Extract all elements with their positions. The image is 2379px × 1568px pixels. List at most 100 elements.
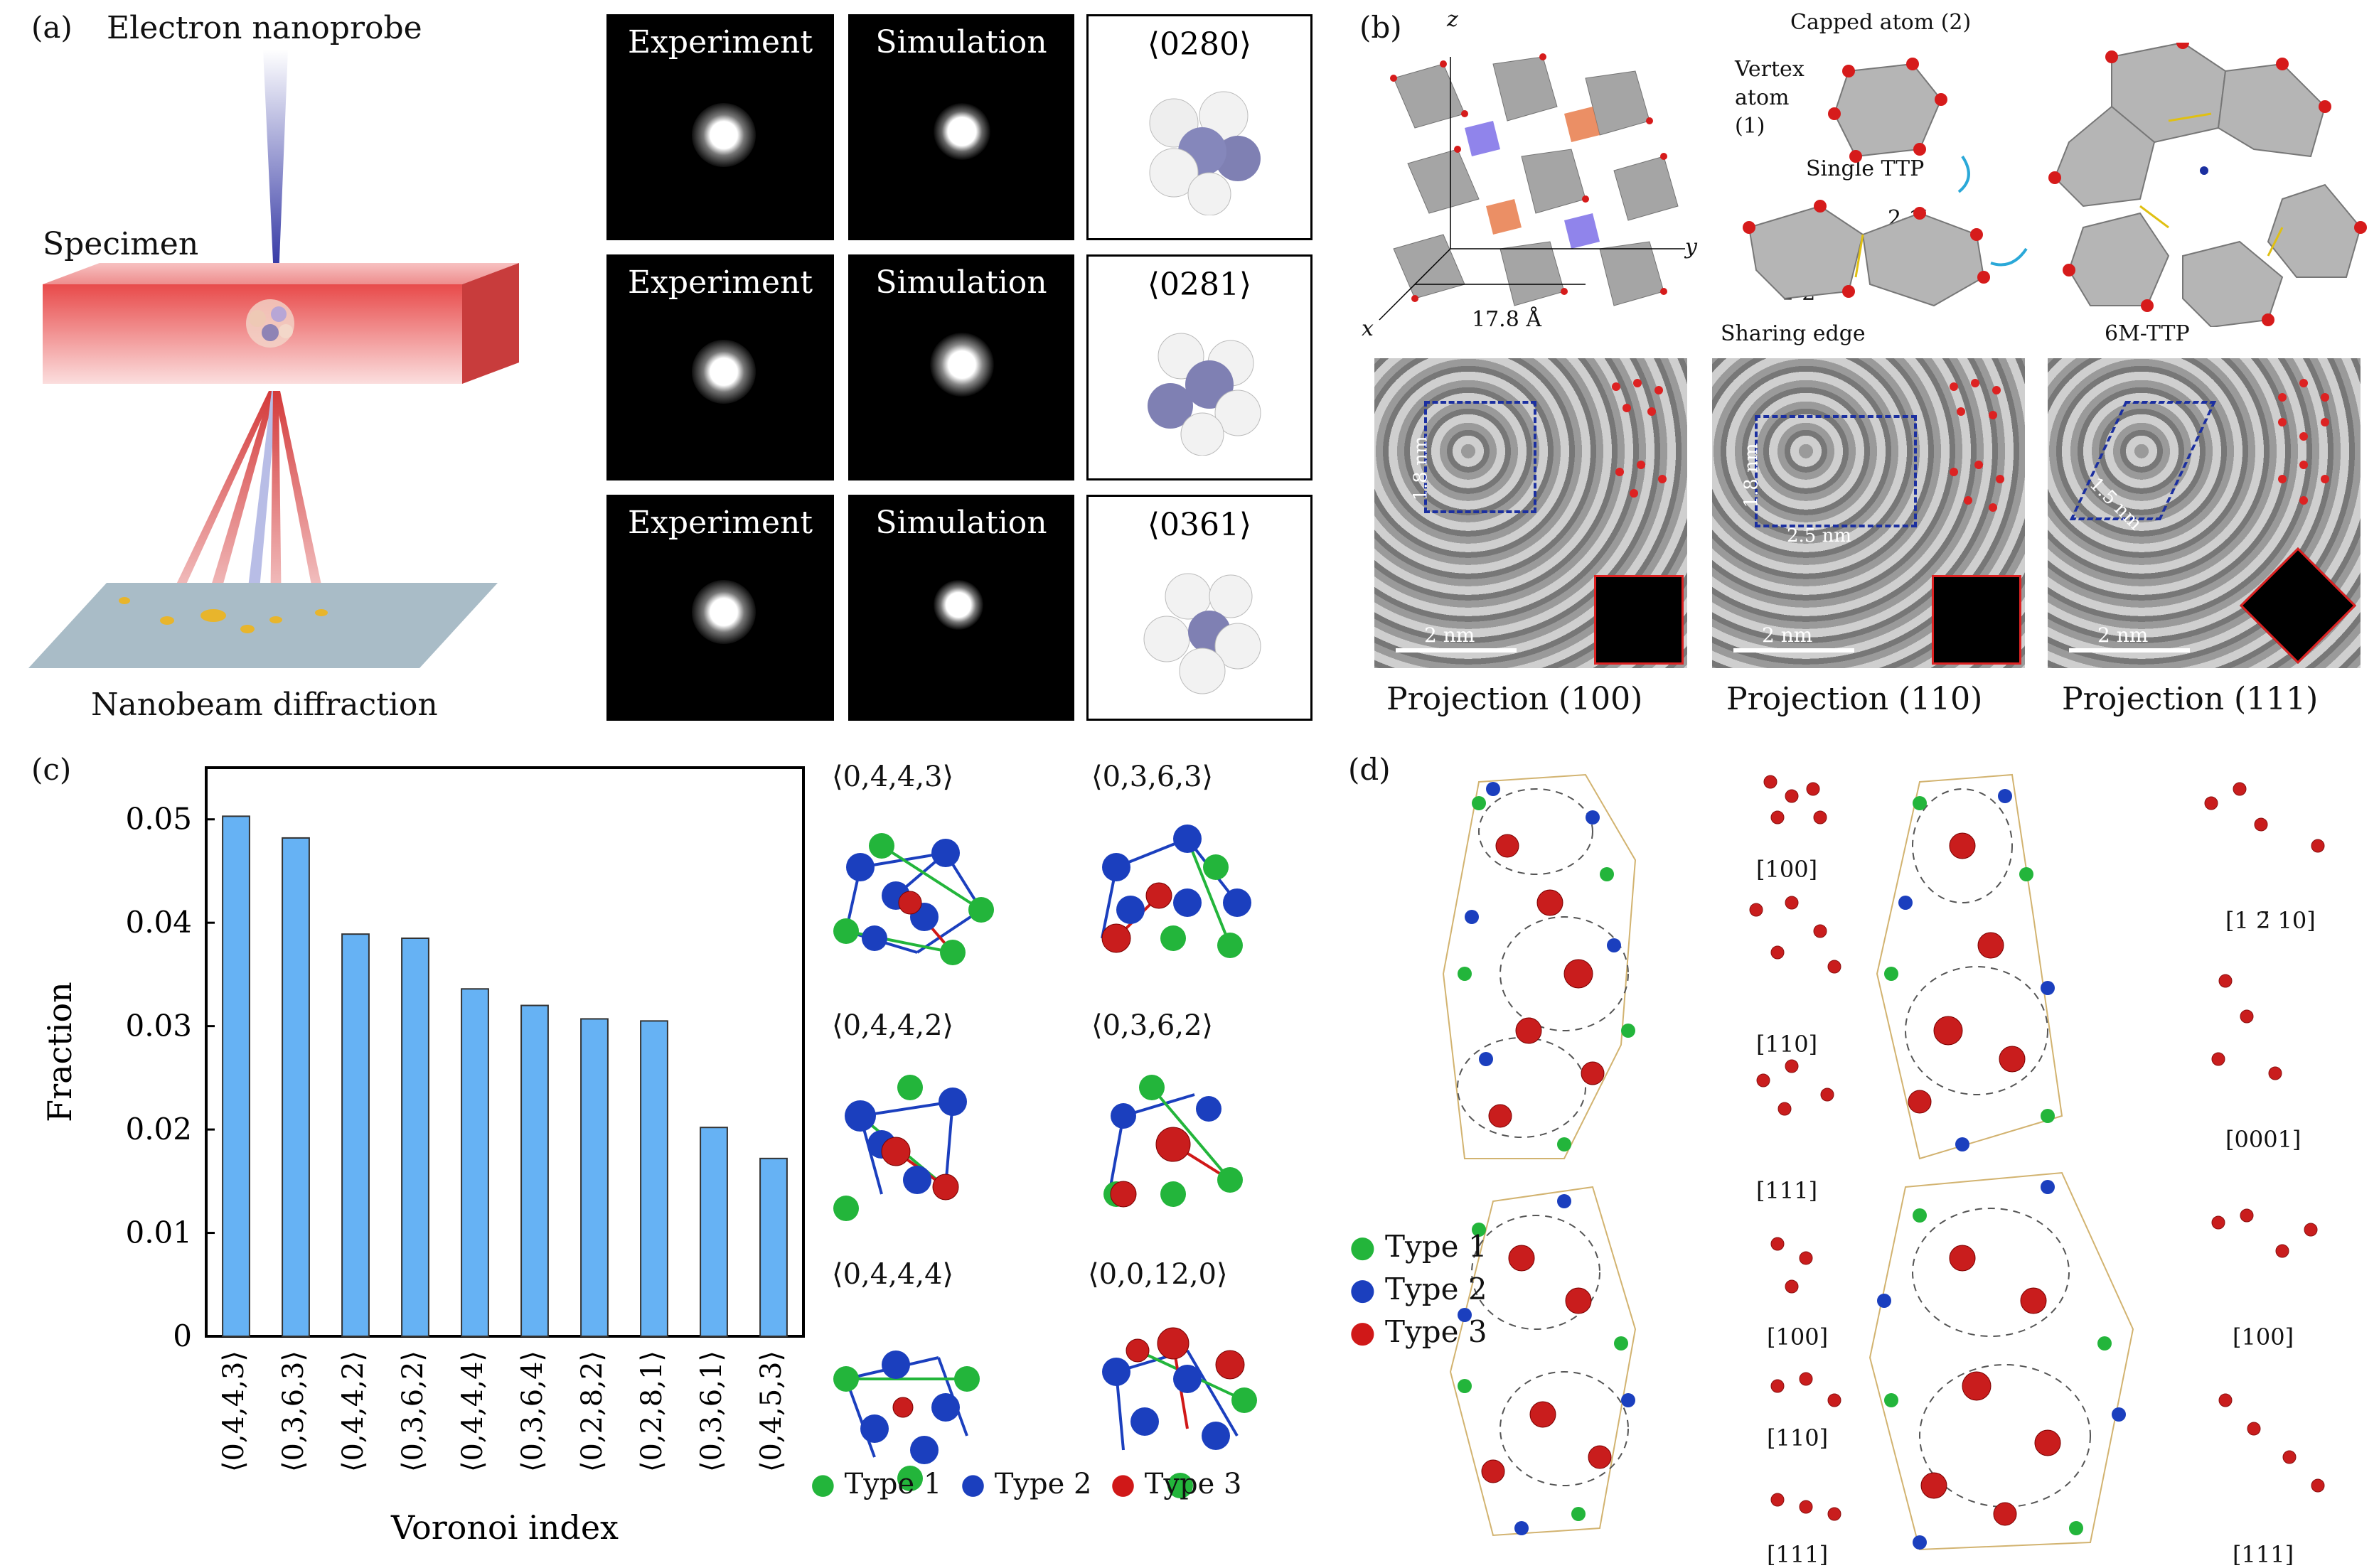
cluster-box-3: ⟨0361⟩ — [1086, 495, 1313, 721]
panel-d-legend: ● Type 1 ● Type 2 ● Type 3 — [1349, 1225, 1487, 1353]
y-tick-label: 0.02 — [125, 1112, 192, 1147]
hrtem-projection-111: 1.5 nm 2 nm — [2048, 358, 2361, 668]
d-br-dir-1: [100] — [2233, 1323, 2294, 1350]
y-tick-label: 0.03 — [125, 1009, 192, 1043]
bar — [401, 938, 429, 1337]
hrtem-projection-110: 1.8 nm 2.5 nm 2 nm — [1712, 358, 2025, 668]
cluster-index-3: ⟨0361⟩ — [1147, 507, 1252, 543]
ttp-polyhedra — [1743, 43, 2367, 327]
simulation-caption-3: Simulation — [875, 505, 1047, 541]
experiment-caption-1: Experiment — [627, 24, 813, 60]
crystal-structure-model — [1379, 53, 1685, 321]
x-tick-label: ⟨0,3,6,1⟩ — [695, 1350, 728, 1472]
diffraction-spots — [119, 597, 328, 633]
hrtem-projection-100: 1.8 nm 2 nm — [1374, 358, 1687, 668]
voronoi-bar-chart: 0 0.01 0.02 0.03 0.04 0.05 ⟨0,4,4,3⟩ ⟨0,3,6,3⟩ ⟨… — [41, 766, 805, 1547]
ring-6m-ttp-label: 6M-TTP — [2105, 321, 2190, 346]
d-tl-dir-2: [110] — [1756, 1031, 1818, 1058]
bar — [222, 815, 250, 1337]
y-axis-label: Fraction — [41, 982, 79, 1122]
cluster-box-2: ⟨0281⟩ — [1086, 254, 1313, 480]
legend-type1: Type 1 — [844, 1468, 942, 1500]
proj100-title: Projection (100) — [1386, 681, 1643, 717]
cluster-label-6: ⟨0,0,12,0⟩ — [1088, 1258, 1228, 1291]
experiment-image-2: Experiment — [606, 254, 834, 480]
proj110-title: Projection (110) — [1726, 681, 1983, 717]
d-type1-dot-icon: ● — [1349, 1229, 1376, 1264]
legend-type3: Type 3 — [1144, 1468, 1242, 1500]
d-bl-dir-1: [100] — [1767, 1323, 1829, 1350]
cluster-grid: ⟨0,4,4,3⟩ ⟨0,3,6,3⟩ ⟨0,4,4,2⟩ ⟨0,3,6,2⟩ … — [803, 761, 1315, 1500]
bar — [580, 1018, 609, 1337]
x-axis-label: Voronoi index — [390, 1508, 619, 1547]
axis-y-label: y — [1685, 235, 1697, 259]
proj100-scale-label: 2 nm — [1424, 623, 1475, 647]
proj100-atom-overlay — [1612, 379, 1667, 498]
electron-beam-cone — [263, 50, 288, 277]
panel-b-label: (b) — [1359, 10, 1402, 45]
x-tick-label: ⟨0,2,8,2⟩ — [576, 1350, 609, 1472]
nanoprobe-schematic — [28, 50, 519, 668]
d-type2-dot-icon: ● — [1349, 1272, 1376, 1306]
diffraction-grid: Experiment Simulation ⟨0280⟩ Experiment … — [606, 14, 1313, 721]
experiment-caption-3: Experiment — [627, 505, 813, 541]
capped-atom-label: Capped atom (2) — [1790, 10, 1972, 35]
type2-dot-icon: ● — [961, 1468, 985, 1500]
x-tick-label: ⟨0,2,8,1⟩ — [636, 1350, 668, 1472]
specimen-cluster-icon — [246, 299, 294, 348]
x-tick-label: ⟨0,3,6,2⟩ — [397, 1350, 429, 1472]
d-legend-type1: Type 1 — [1385, 1229, 1487, 1264]
bar — [640, 1020, 668, 1337]
y-tick-label: 0.01 — [125, 1215, 192, 1250]
panel-a-label: (a) — [31, 10, 73, 45]
right-arrow-icon — [1990, 247, 2028, 267]
type1-dot-icon: ● — [811, 1468, 835, 1500]
bar — [282, 837, 310, 1337]
bar — [341, 933, 370, 1337]
electron-nanoprobe-label: Electron nanoprobe — [107, 10, 422, 46]
detector-screen — [28, 583, 498, 668]
nanobeam-diffraction-label: Nanobeam diffraction — [91, 687, 438, 723]
proj100-dim-label: 1.8 nm — [1410, 436, 1432, 501]
cluster-model-3 — [1143, 573, 1261, 694]
proj111-title: Projection (111) — [2062, 681, 2319, 717]
proj111-atom-overlay — [2278, 379, 2329, 505]
experiment-image-3: Experiment — [606, 495, 834, 721]
cluster-label-1: ⟨0,4,4,3⟩ — [832, 761, 954, 793]
simulation-caption-1: Simulation — [875, 24, 1047, 60]
proj110-dim-label-1: 1.8 nm — [1741, 443, 1763, 508]
axis-z-label: z — [1447, 7, 1458, 32]
bar — [520, 1004, 549, 1337]
specimen-label: Specimen — [43, 226, 199, 262]
cluster-label-4: ⟨0,3,6,2⟩ — [1091, 1009, 1214, 1042]
d-tl-dir-3: [111] — [1756, 1177, 1818, 1204]
cluster-model-1 — [1149, 91, 1261, 215]
d-bl-dir-3: [111] — [1767, 1541, 1829, 1568]
sharing-edge-label: Sharing edge — [1721, 321, 1866, 346]
y-tick-label: 0 — [173, 1319, 192, 1353]
d-legend-type3: Type 3 — [1385, 1314, 1487, 1349]
experiment-image-1: Experiment — [606, 14, 834, 240]
d-br-dir-2: [111] — [2233, 1541, 2294, 1568]
x-tick-label: ⟨0,4,4,3⟩ — [218, 1350, 250, 1472]
simulation-caption-2: Simulation — [875, 264, 1047, 301]
d-bl-dir-2: [110] — [1767, 1424, 1829, 1451]
proj111-scale-label: 2 nm — [2097, 623, 2149, 647]
bar — [759, 1157, 788, 1337]
specimen-slab-side — [462, 263, 519, 384]
structure-scale-label: 17.8 Å — [1472, 307, 1541, 332]
simulation-image-3: Simulation — [848, 495, 1074, 721]
d-type3-dot-icon: ● — [1349, 1314, 1376, 1349]
panel-c-legend: ● Type 1 ● Type 2 ● Type 3 — [811, 1468, 1322, 1500]
panel-d-label: (d) — [1348, 752, 1391, 787]
cluster-label-3: ⟨0,4,4,2⟩ — [832, 1009, 954, 1042]
cluster-index-1: ⟨0280⟩ — [1147, 26, 1252, 63]
x-tick-label: ⟨0,3,6,4⟩ — [516, 1350, 549, 1472]
legend-type2: Type 2 — [994, 1468, 1092, 1500]
axis-x-label: x — [1362, 316, 1374, 341]
plot-frame — [205, 766, 805, 1338]
d-legend-type2: Type 2 — [1385, 1272, 1487, 1306]
vertex-atom-label: Vertex atom (1) — [1735, 57, 1805, 139]
single-ttp-label: Single TTP — [1806, 156, 1925, 181]
d-tr-dir-2: [0001] — [2225, 1126, 2302, 1153]
